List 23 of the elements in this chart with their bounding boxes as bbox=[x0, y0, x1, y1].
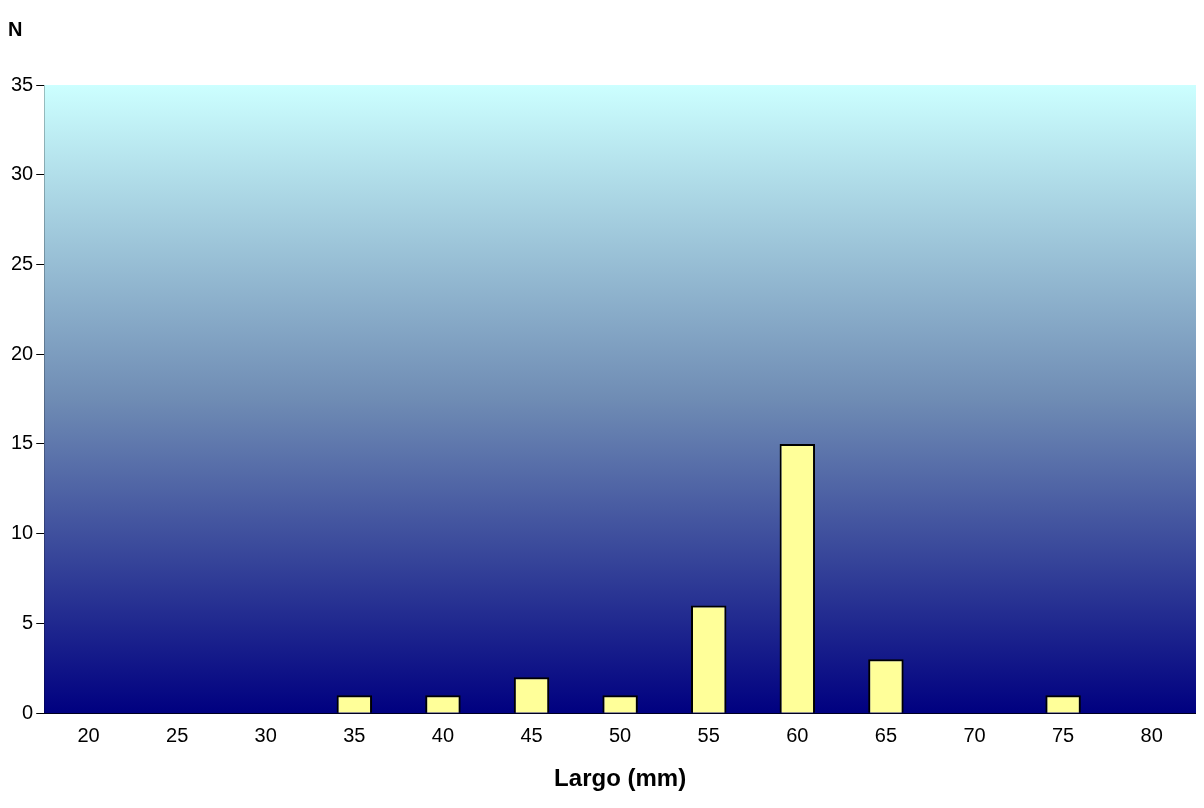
x-axis-title: Largo (mm) bbox=[554, 764, 687, 792]
x-tick-label: 80 bbox=[1140, 723, 1163, 746]
y-axis-title: N bbox=[8, 17, 23, 40]
x-tick-label: 35 bbox=[343, 723, 366, 746]
x-tick-label: 30 bbox=[254, 723, 277, 746]
x-tick-label: 45 bbox=[520, 723, 543, 746]
x-tick-label: 65 bbox=[874, 723, 898, 746]
y-tick-label: 15 bbox=[11, 431, 34, 454]
x-tick-label: 55 bbox=[697, 723, 720, 746]
x-tick-label: 50 bbox=[609, 723, 632, 746]
x-tick-label: 75 bbox=[1051, 723, 1075, 746]
x-tick-label: 25 bbox=[166, 723, 189, 746]
y-tick-label: 35 bbox=[11, 72, 34, 95]
x-tick-label: 60 bbox=[786, 723, 809, 746]
y-tick-label: 0 bbox=[22, 700, 34, 723]
x-tick-label: 70 bbox=[963, 723, 986, 746]
y-tick-label: 5 bbox=[22, 610, 34, 633]
y-tick-label: 20 bbox=[11, 341, 34, 364]
y-tick-label: 10 bbox=[11, 521, 34, 544]
x-tick-label: 20 bbox=[77, 723, 100, 746]
y-tick-label: 30 bbox=[11, 162, 34, 185]
x-tick-label: 40 bbox=[431, 723, 455, 746]
y-tick-label: 25 bbox=[11, 252, 34, 274]
